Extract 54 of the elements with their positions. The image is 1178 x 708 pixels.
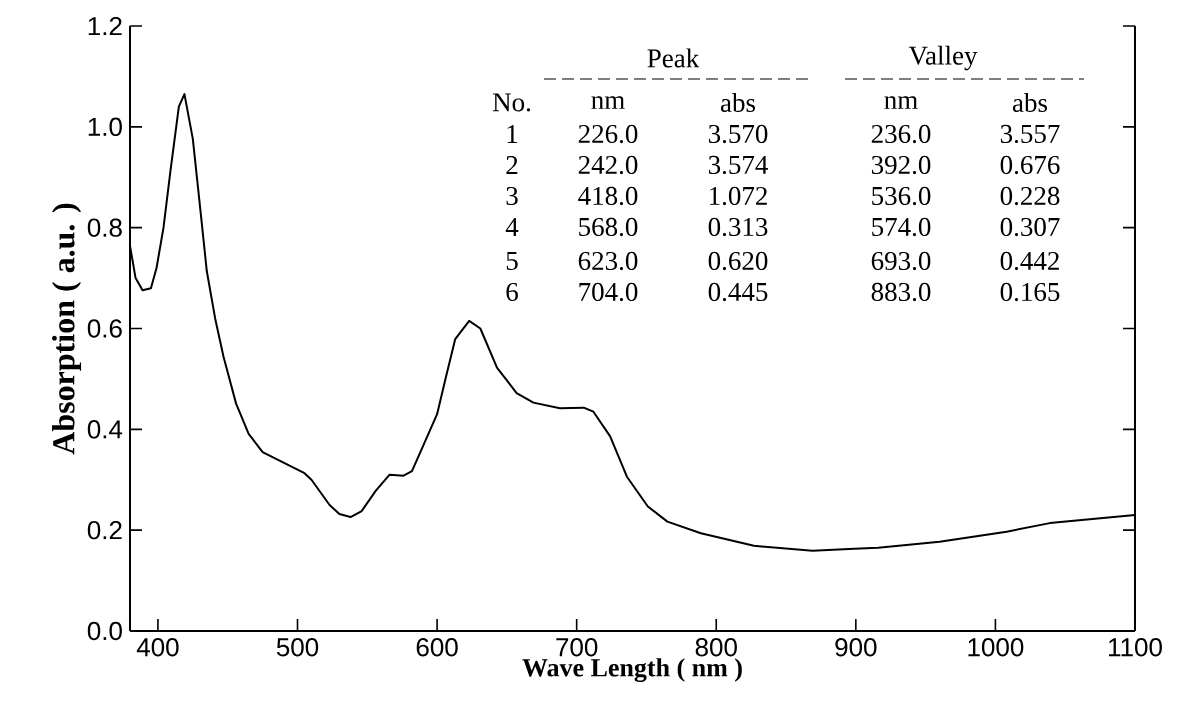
annotation: 3	[506, 186, 518, 206]
annotation: 0.445	[708, 282, 768, 302]
x-tick-label: 800	[695, 638, 737, 657]
x-tick-label: 600	[416, 638, 458, 657]
y-tick-label: 0.2	[87, 520, 122, 540]
annotation: 536.0	[872, 186, 931, 206]
annotation: 3.574	[708, 155, 768, 175]
x-tick-label: 400	[136, 638, 179, 657]
annotation: Valley	[908, 45, 978, 71]
x-tick-label: 1100	[1109, 638, 1162, 657]
annotation: No.	[492, 93, 531, 112]
x-tick-label: 500	[276, 638, 319, 657]
y-tick-label: 1.2	[88, 16, 122, 36]
annotation: 0.165	[1000, 282, 1060, 302]
annotation: 568.0	[579, 217, 638, 237]
annotation: 3.557	[1000, 124, 1060, 144]
annotation: 0.313	[708, 217, 768, 237]
annotation: abs	[1012, 93, 1048, 112]
annotation: 226.0	[578, 124, 638, 144]
y-tick-label: 0.0	[87, 621, 122, 641]
x-tick-label: 900	[835, 638, 877, 657]
annotation: nm	[884, 96, 918, 109]
annotation: Peak	[647, 48, 700, 68]
annotation: 0.676	[1000, 155, 1060, 175]
annotation: 418.0	[578, 186, 638, 206]
annotation: 6	[506, 282, 518, 302]
y-tick-label: 0.8	[87, 218, 122, 237]
annotation: 574.0	[872, 217, 931, 237]
y-tick-label: 1.0	[88, 117, 122, 137]
annotation: 883.0	[871, 282, 931, 302]
annotation: 4	[505, 218, 519, 236]
annotation: 242.0	[578, 155, 638, 175]
annotation: 1.072	[710, 186, 767, 206]
y-axis-title: Absorption ( a.u. )	[52, 203, 82, 455]
annotation: abs	[720, 93, 756, 112]
annotation: 704.0	[579, 282, 638, 302]
annotation: 0.228	[1000, 186, 1060, 206]
annotation: 3.570	[708, 124, 768, 144]
annotation: 2	[506, 156, 518, 174]
annotation: 0.620	[708, 251, 768, 271]
annotation: 623.0	[578, 251, 638, 271]
annotation: 1	[507, 125, 518, 143]
annotation: 236.0	[871, 124, 931, 144]
x-tick-label: 700	[556, 638, 598, 657]
annotation: 693.0	[871, 251, 931, 271]
annotation: 5	[506, 252, 518, 270]
annotation: nm	[591, 96, 625, 109]
y-tick-label: 0.4	[87, 420, 123, 439]
annotation: 392.0	[871, 155, 931, 175]
x-tick-label: 1000	[968, 638, 1024, 657]
annotation: 0.307	[1000, 217, 1060, 237]
annotation: 0.442	[1000, 251, 1059, 271]
y-tick-label: 0.6	[87, 319, 122, 338]
x-axis-title: Wave Length ( nm )	[522, 658, 742, 682]
